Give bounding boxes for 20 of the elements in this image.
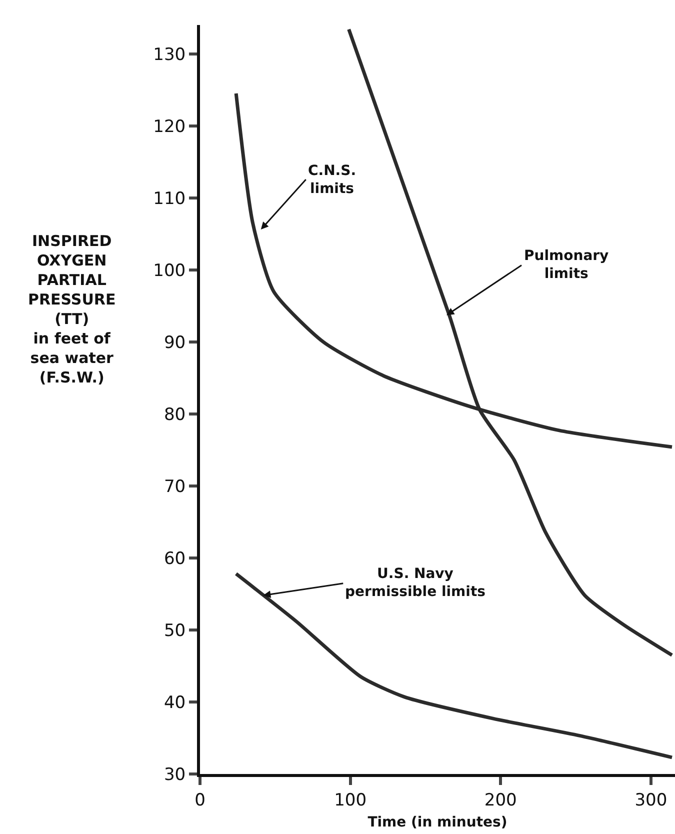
annotation: Pulmonary limits xyxy=(524,248,609,282)
y-tick-label: 30 xyxy=(164,764,186,785)
y-tick-label: 70 xyxy=(164,476,186,497)
x-tick-label: 0 xyxy=(194,790,206,810)
y-tick-label: 110 xyxy=(153,188,186,209)
y-tick-label: 100 xyxy=(153,260,186,281)
y-tick-label: 120 xyxy=(153,116,186,137)
y-tick-label: 40 xyxy=(164,692,186,713)
x-axis-title: Time (in minutes) xyxy=(368,814,508,831)
y-axis-title: INSPIRED OXYGEN PARTIAL PRESSURE (TT) in feet of sea water (F.S.W.) xyxy=(28,232,116,386)
y-tick-label: 130 xyxy=(153,44,186,65)
annotation: U.S. Navy permissible limits xyxy=(345,566,486,600)
y-tick-label: 80 xyxy=(164,404,186,425)
y-tick-label: 90 xyxy=(164,332,186,353)
x-tick-label: 200 xyxy=(484,790,517,810)
x-tick-label: 300 xyxy=(634,790,668,810)
x-tick-label: 100 xyxy=(334,790,367,810)
y-tick-label: 60 xyxy=(164,548,186,569)
y-tick-label: 50 xyxy=(164,620,186,641)
annotation: C.N.S. limits xyxy=(308,163,356,198)
